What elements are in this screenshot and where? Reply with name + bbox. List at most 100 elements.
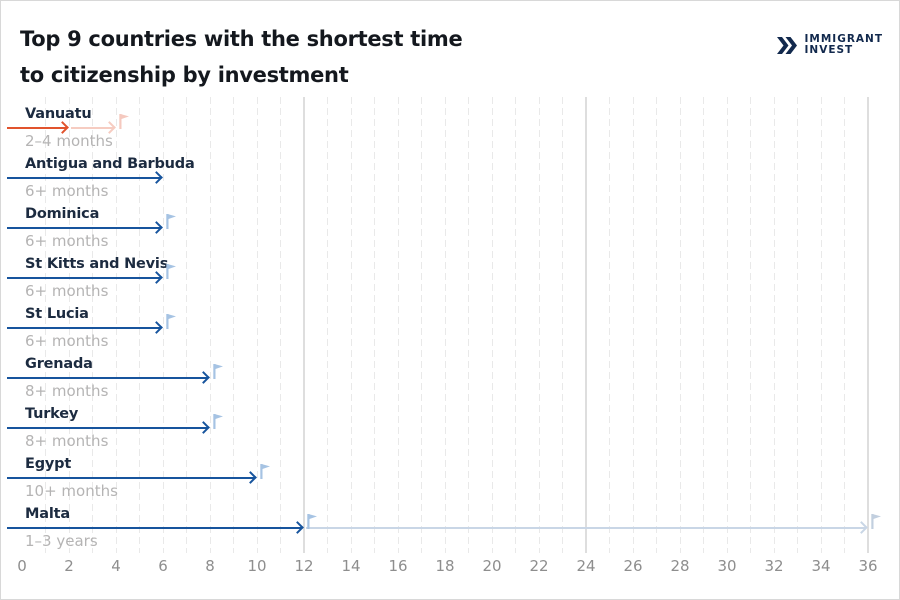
gridline-month (562, 97, 563, 553)
flag-icon (213, 363, 224, 379)
gridline-month (162, 97, 164, 553)
flag-icon (166, 313, 177, 329)
gridline-month (703, 97, 704, 553)
duration-label: 6+ months (25, 332, 109, 350)
gridline-month (374, 97, 375, 553)
gridline-month (444, 97, 446, 553)
flag-icon (166, 213, 177, 229)
logo-text-line-1: IMMIGRANT (804, 33, 883, 45)
axis-tick-label: 16 (388, 557, 408, 575)
country-label: Turkey (25, 406, 79, 422)
title-line-1: Top 9 countries with the shortest time (20, 27, 463, 51)
country-label: St Kitts and Nevis (25, 256, 169, 272)
gridline-month (327, 97, 328, 553)
gridline-month (256, 97, 258, 553)
country-label: Antigua and Barbuda (25, 156, 195, 172)
gridline-month (397, 97, 399, 553)
logo-text: IMMIGRANT INVEST (805, 34, 884, 56)
gridline-month (515, 97, 516, 553)
gridline-month (350, 97, 352, 553)
axis-tick-label: 28 (670, 557, 690, 575)
gridline-month (139, 97, 140, 553)
timeline-arrow-faded (306, 526, 865, 530)
axis-tick-label: 36 (858, 557, 878, 575)
country-label: Grenada (25, 356, 93, 372)
axis-tick-label: 6 (158, 557, 168, 575)
timeline-arrow-solid (7, 526, 301, 530)
timeline-arrow-solid (7, 126, 66, 130)
country-label: Egypt (25, 456, 72, 472)
gridline-month (92, 97, 93, 553)
timeline-arrow-solid (7, 276, 160, 280)
axis-tick-label: 22 (529, 557, 549, 575)
axis-tick-label: 30 (717, 557, 737, 575)
country-label: Malta (25, 506, 70, 522)
timeline-arrow-solid (7, 376, 207, 380)
title-line-2: to citizenship by investment (20, 63, 349, 87)
gridline-year (585, 97, 587, 553)
page-title: Top 9 countries with the shortest time t… (20, 21, 463, 93)
gridline-month (632, 97, 634, 553)
gridline-month (45, 97, 46, 553)
axis-tick-label: 32 (764, 557, 784, 575)
gridline-month (656, 97, 657, 553)
gridline-month (421, 97, 422, 553)
gridline-year (303, 97, 305, 553)
gridline-month (538, 97, 540, 553)
axis-tick-label: 0 (17, 557, 27, 575)
gridline-month (68, 97, 70, 553)
country-label: St Lucia (25, 306, 89, 322)
duration-label: 2–4 months (25, 132, 113, 150)
timeline-arrow-solid (7, 426, 207, 430)
flag-icon (166, 263, 177, 279)
double-chevron-icon (776, 36, 798, 54)
axis-tick-label: 24 (576, 557, 596, 575)
gridline-month (233, 97, 234, 553)
axis-tick-label: 18 (435, 557, 455, 575)
gridline-month (797, 97, 798, 553)
flag-icon (307, 513, 318, 529)
timeline-arrow-solid (7, 476, 254, 480)
gridline-year (867, 97, 869, 553)
axis-tick-label: 14 (341, 557, 361, 575)
gridline-month (280, 97, 281, 553)
arrowhead-icon (291, 521, 304, 535)
axis-tick-label: 2 (64, 557, 74, 575)
axis-tick-label: 10 (247, 557, 267, 575)
gridline-month (186, 97, 187, 553)
gridline-month (773, 97, 775, 553)
gridline-month (820, 97, 822, 553)
axis-tick-label: 8 (205, 557, 215, 575)
gridline-month (609, 97, 610, 553)
country-label: Dominica (25, 206, 100, 222)
country-label: Vanuatu (25, 106, 92, 122)
axis-tick-label: 4 (111, 557, 121, 575)
axis-tick-label: 26 (623, 557, 643, 575)
duration-label: 1–3 years (25, 532, 98, 550)
flag-icon (871, 513, 882, 529)
logo-text-line-2: INVEST (804, 44, 854, 56)
gridline-month (750, 97, 751, 553)
flag-icon (213, 413, 224, 429)
gridline-month (726, 97, 728, 553)
gridline-month (468, 97, 469, 553)
gridline-month (209, 97, 211, 553)
gridline-month (679, 97, 681, 553)
duration-label: 6+ months (25, 232, 109, 250)
duration-label: 8+ months (25, 382, 109, 400)
timeline-arrow-solid (7, 326, 160, 330)
arrowhead-icon (855, 521, 868, 535)
axis-tick-label: 12 (294, 557, 314, 575)
gridline-month (844, 97, 845, 553)
